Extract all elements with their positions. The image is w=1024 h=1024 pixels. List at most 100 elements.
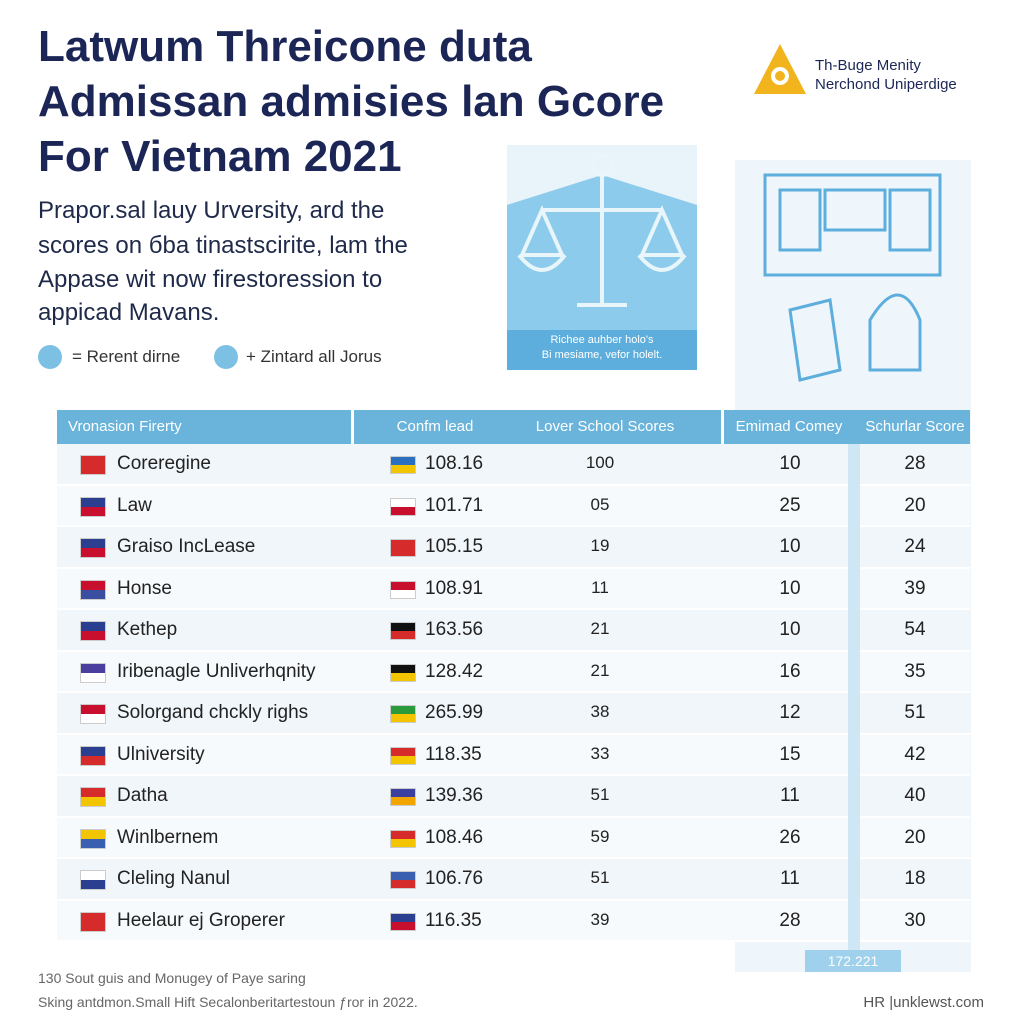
cell-lower: 59 (590, 826, 610, 846)
cell-lower: 21 (590, 660, 610, 680)
flag (80, 870, 106, 890)
flag (390, 829, 416, 848)
tag: 172.221 (805, 950, 901, 972)
cell-emit: 10 (779, 453, 801, 474)
cell-lower: 21 (590, 619, 610, 638)
cell-scholar: 54 (904, 619, 926, 640)
cell-name: Honse (117, 577, 172, 599)
table-row (57, 859, 970, 901)
separator (721, 410, 724, 444)
cell-emit: 26 (779, 826, 801, 848)
table-row (57, 610, 970, 652)
cell-score: 163.56 (425, 619, 484, 640)
column-bar (848, 444, 860, 972)
cell-name: Iribenagle Unliverhqnity (117, 660, 316, 682)
cell-name: Heelaur ej Groperer (117, 909, 285, 931)
flag (390, 705, 416, 723)
column-header: Emimad Comey (735, 418, 843, 435)
cell-emit: 11 (780, 785, 800, 806)
scales-illustration (507, 153, 697, 370)
table-row (57, 693, 970, 735)
image-caption: Richee auhber holo's Bi mesiame, vefor ho… (507, 333, 697, 363)
flag (390, 663, 416, 682)
cell-name: Law (117, 494, 152, 516)
table-header (57, 410, 970, 444)
cell-lower: 51 (590, 785, 610, 804)
flag (390, 788, 416, 806)
flag (390, 912, 416, 931)
cell-emit: 16 (779, 660, 801, 682)
table-row (57, 776, 970, 818)
title-line: Latwum Threicone duta (38, 22, 532, 71)
cell-emit: 10 (779, 619, 801, 640)
title-line: Admissan admisies lan Gcore (38, 77, 665, 126)
cell-emit: 11 (780, 868, 800, 889)
cell-scholar: 24 (904, 536, 926, 557)
table-row (57, 444, 970, 486)
flag (80, 704, 106, 724)
title-line: For Vietnam 2021 (38, 132, 402, 181)
cell-lower: 05 (590, 494, 610, 514)
cell-name: Kethep (117, 619, 178, 640)
cell-emit: 15 (779, 743, 801, 765)
flag (80, 662, 106, 683)
caption-line: Richee auhber holo's (550, 334, 654, 346)
cell-emit: 10 (779, 536, 801, 557)
cell-score: 128.42 (425, 660, 484, 682)
flag (80, 538, 106, 558)
cell-score: 106.76 (425, 868, 484, 889)
cell-lower: 38 (590, 702, 610, 721)
cell-emit: 12 (779, 702, 801, 723)
cell-lower: 51 (590, 868, 610, 887)
cell-name: Ulniversity (117, 743, 205, 765)
cell-name: Cleling Nanul (117, 868, 231, 889)
cell-scholar: 35 (904, 660, 926, 682)
flag (80, 496, 106, 517)
flag (80, 621, 106, 641)
subtitle-line: Appase wit now firestoression to (38, 266, 383, 293)
flag (390, 539, 416, 557)
flag (390, 456, 416, 474)
flag (80, 828, 106, 849)
cell-score: 105.15 (425, 536, 484, 557)
flag (390, 580, 416, 599)
separator (351, 410, 354, 444)
cell-score: 108.91 (425, 577, 484, 599)
footer-note: 130 Sout guis and Monugey of Paye saring (38, 970, 306, 986)
cell-name: Datha (117, 785, 168, 806)
table-row (57, 527, 970, 569)
cell-scholar: 20 (904, 826, 926, 848)
flag (80, 911, 106, 932)
flag (390, 871, 416, 889)
cell-emit: 28 (779, 909, 801, 931)
cell-score: 118.35 (425, 743, 482, 765)
column-header: Vronasion Firerty (68, 418, 182, 435)
logo-text: Th-Buge Menity (815, 57, 921, 74)
subtitle-line: scores on бba tinastscirite, lam the (38, 232, 408, 259)
cell-lower: 19 (590, 536, 610, 555)
cell-lower: 39 (590, 909, 610, 929)
footer-brand: HR |unklewst.com (863, 994, 984, 1011)
table-row (57, 900, 970, 942)
cell-scholar: 20 (904, 494, 926, 516)
cell-score: 116.35 (425, 909, 482, 931)
subtitle-line: appicad Mavans. (38, 299, 220, 326)
cell-lower: 33 (590, 743, 610, 763)
column-header: Lover School Scores (535, 418, 675, 435)
footer-note: Sking antdmon.Small Hift Secalonberitart… (38, 994, 418, 1010)
cell-scholar: 18 (904, 868, 926, 889)
cell-scholar: 28 (904, 453, 926, 474)
legend-dot (38, 345, 62, 369)
cell-score: 108.16 (425, 453, 484, 474)
subtitle-line: Prapor.sal lauy Urversity, ard the (38, 197, 385, 224)
cell-lower: 11 (591, 577, 609, 597)
flag (390, 746, 416, 765)
cell-score: 265.99 (425, 702, 484, 723)
flag (80, 745, 106, 766)
cell-score: 108.46 (425, 826, 484, 848)
flag (80, 579, 106, 600)
table-row (57, 817, 970, 859)
cell-scholar: 39 (904, 577, 926, 599)
cell-name: Coreregine (117, 453, 211, 474)
